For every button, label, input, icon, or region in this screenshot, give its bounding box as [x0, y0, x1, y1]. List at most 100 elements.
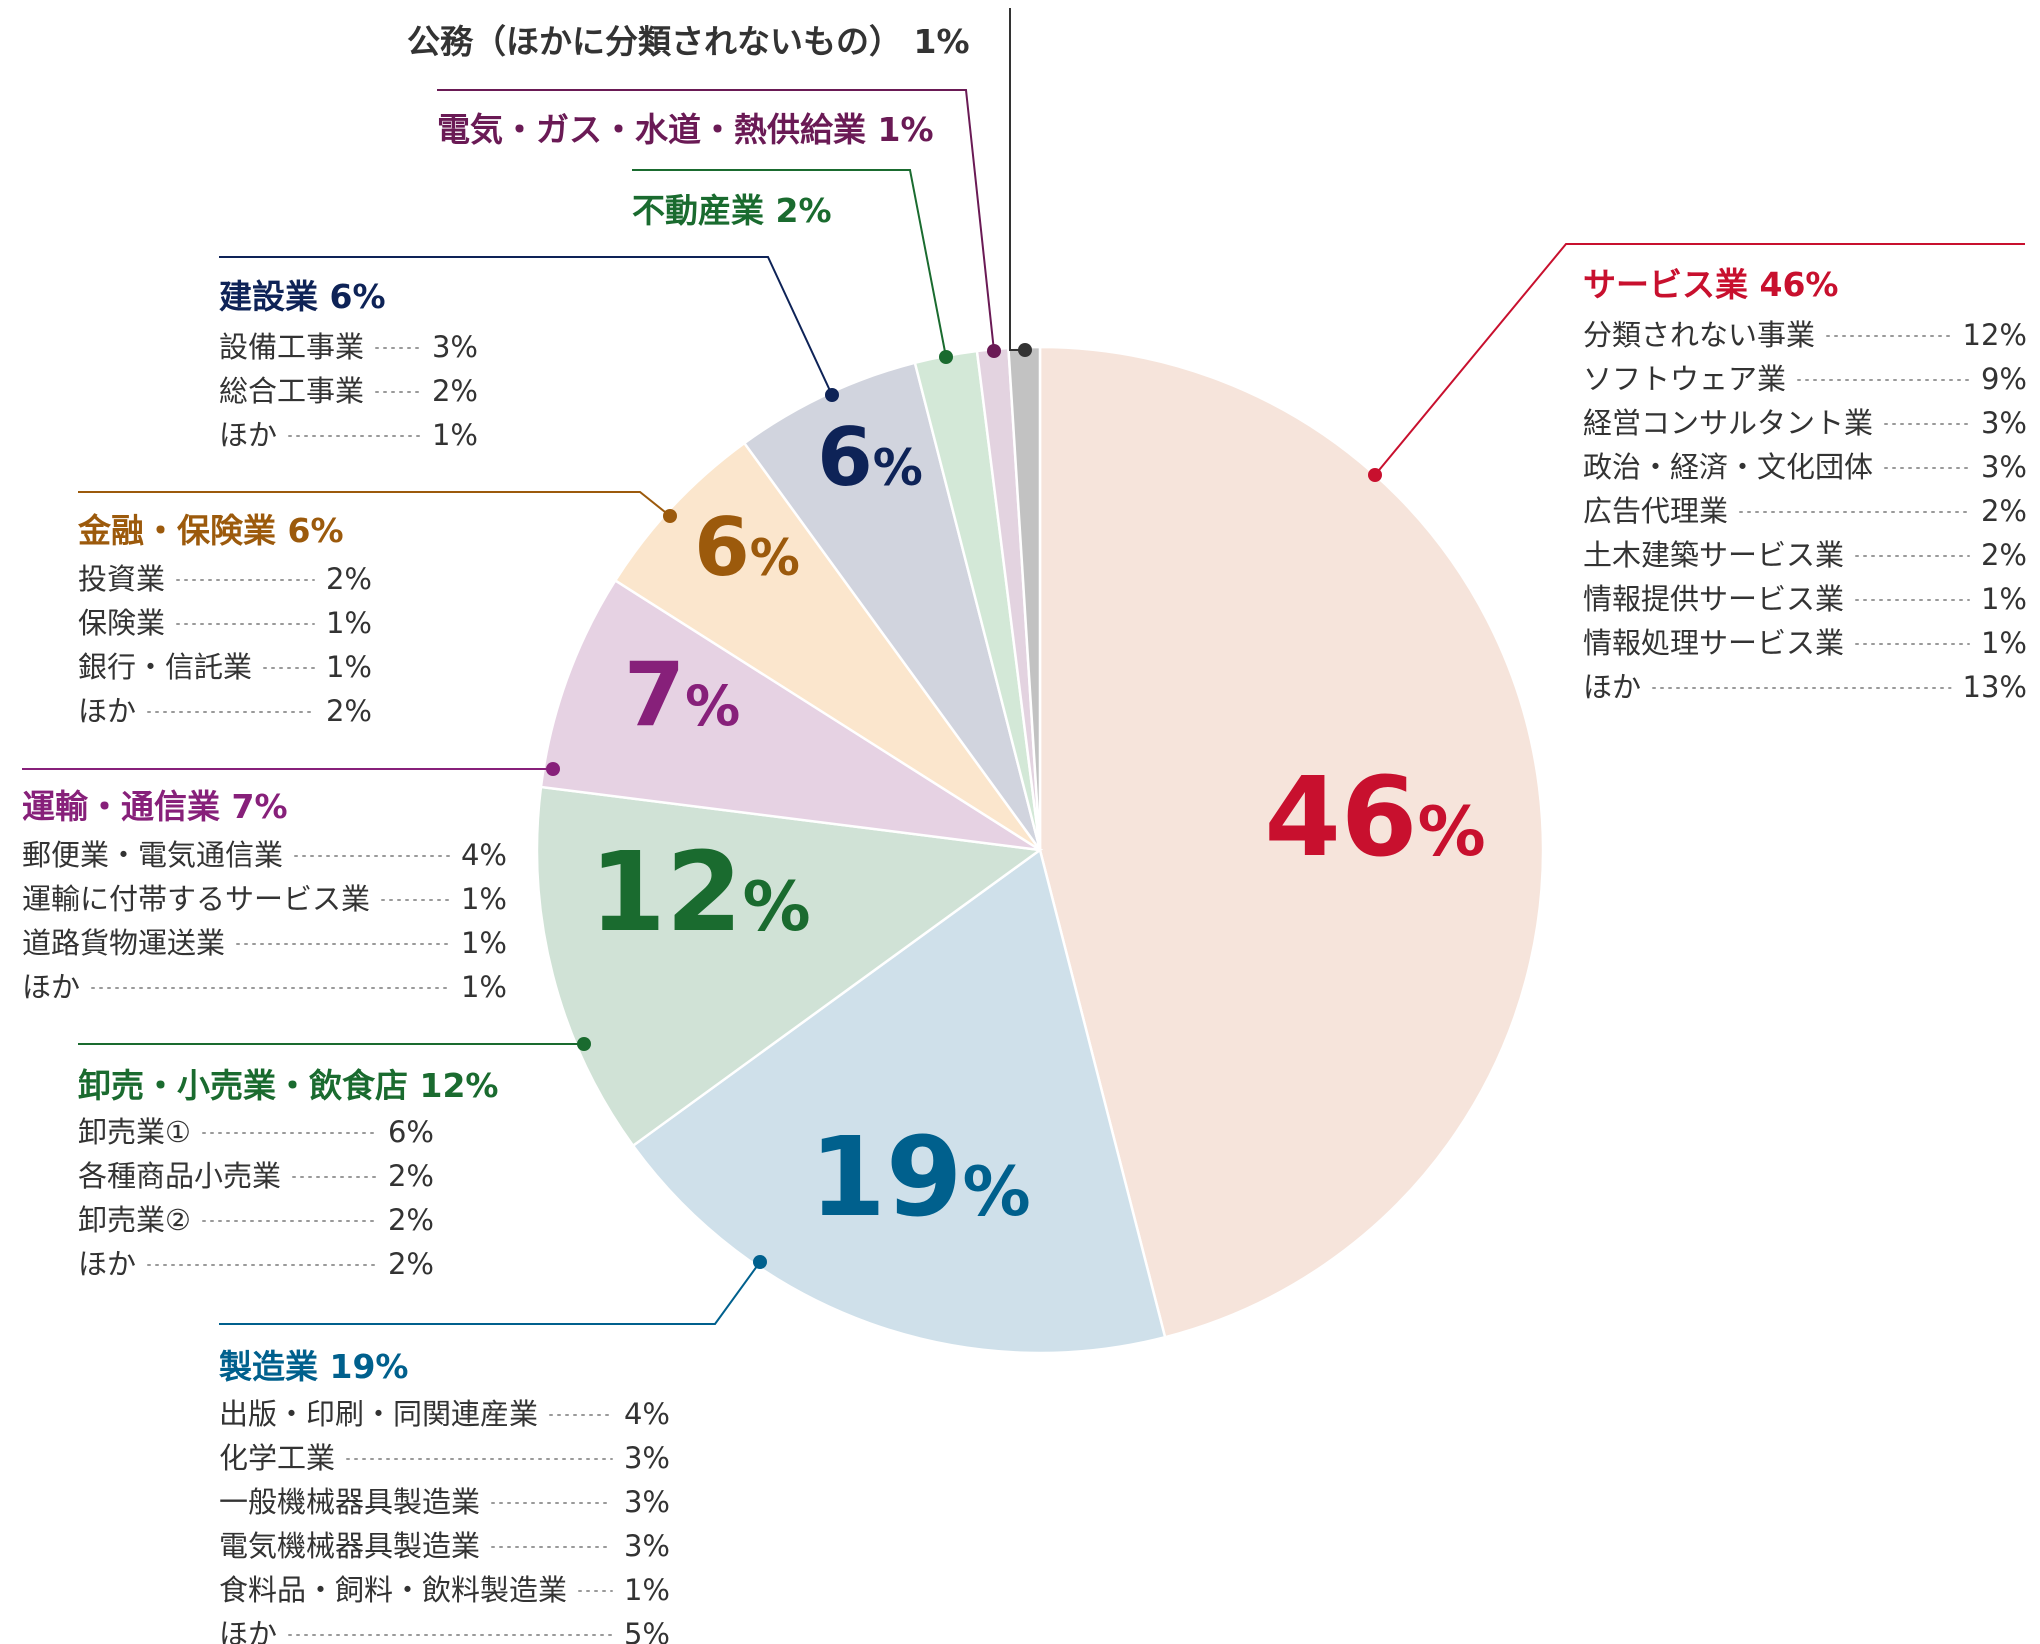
breakdown-item-name: 情報提供サービス業 [1583, 582, 1844, 616]
leader-line-finance [78, 491, 671, 517]
category-title-construction: 建設業 6% [219, 277, 386, 316]
leader-line-manufacturing [219, 1261, 761, 1325]
leader-line-realestate [632, 169, 947, 358]
breakdown-item-name: 出版・印刷・同関連産業 [219, 1397, 538, 1431]
leader-line-public [1009, 8, 1025, 351]
breakdown-item-name: 広告代理業 [1583, 494, 1728, 528]
breakdown-item-name: 化学工業 [219, 1441, 335, 1475]
breakdown-item-value: 6% [388, 1115, 434, 1149]
breakdown-item-value: 1% [326, 650, 372, 684]
leader-line-utilities [437, 89, 995, 352]
slice-label-service: 46% [1264, 753, 1485, 881]
breakdown-item-name: 卸売業② [78, 1203, 191, 1237]
breakdown-item-value: 1% [461, 882, 507, 916]
category-title-finance: 金融・保険業 6% [77, 511, 344, 550]
breakdown-list-manufacturing: 出版・印刷・同関連産業 4% 化学工業 3% 一般機械器具製造業 3% 電気機械器具製造業 3… [219, 1397, 670, 1644]
breakdown-item-value: 12% [1963, 318, 2027, 352]
leader-dot-manufacturing [753, 1255, 767, 1269]
breakdown-list-service: 分類されない事業 12% ソフトウェア業 9% 経営コンサルタント業 3% 政治・経済・文化… [1583, 318, 2027, 704]
pie-slice-finance [613, 441, 1042, 852]
breakdown-list-construction: 設備工事業 3% 総合工事業 2% ほか 1% [219, 330, 478, 452]
breakdown-item-name: ほか [78, 694, 136, 728]
breakdown-item-value: 2% [432, 374, 478, 408]
breakdown-item-value: 4% [624, 1397, 670, 1431]
breakdown-item-name: 設備工事業 [219, 330, 364, 364]
breakdown-item-value: 3% [432, 330, 478, 364]
leader-line-service [1374, 243, 2025, 476]
breakdown-item-name: 情報処理サービス業 [1583, 626, 1844, 660]
breakdown-item-value: 3% [624, 1529, 670, 1563]
leader-line-construction [219, 256, 833, 396]
leader-dot-public [1018, 343, 1032, 357]
breakdown-item-name: 運輸に付帯するサービス業 [22, 882, 370, 916]
slice-label-wholesale: 12% [589, 828, 810, 956]
breakdown-item-name: ほか [219, 418, 277, 452]
leader-dot-construction [825, 388, 839, 402]
breakdown-item-value: 2% [388, 1203, 434, 1237]
breakdown-item-name: 投資業 [78, 562, 165, 596]
breakdown-item-value: 2% [326, 562, 372, 596]
breakdown-item-name: 卸売業① [78, 1115, 191, 1149]
breakdown-item-name: 分類されない事業 [1583, 318, 1815, 352]
breakdown-item-value: 9% [1981, 362, 2027, 396]
pie-slice-service [1038, 345, 1545, 1339]
breakdown-item-name: ほか [219, 1617, 277, 1644]
breakdown-item-name: 土木建築サービス業 [1583, 538, 1844, 572]
breakdown-item-name: 政治・経済・文化団体 [1583, 450, 1873, 484]
breakdown-item-value: 4% [461, 838, 507, 872]
breakdown-item-name: ほか [78, 1247, 136, 1281]
slice-label-finance: 6% [694, 501, 800, 594]
breakdown-item-value: 1% [461, 926, 507, 960]
breakdown-item-name: 保険業 [78, 606, 165, 640]
slice-label-transport: 7% [624, 643, 740, 746]
pie-slice-transport [539, 578, 1041, 852]
breakdown-list-wholesale: 卸売業① 6% 各種商品小売業 2% 卸売業② 2% ほか 2% [78, 1115, 434, 1281]
breakdown-item-name: ソフトウェア業 [1583, 362, 1786, 396]
leader-dot-realestate [939, 350, 953, 364]
leader-dot-utilities [987, 344, 1001, 358]
breakdown-item-name: 道路貨物運送業 [22, 926, 225, 960]
breakdown-item-name: 銀行・信託業 [78, 650, 252, 684]
breakdown-list-finance: 投資業 2% 保険業 1% 銀行・信託業 1% ほか 2% [78, 562, 372, 728]
category-title-service: サービス業 46% [1583, 265, 1838, 304]
category-title-utilities: 電気・ガス・水道・熱供給業 1% [437, 110, 934, 149]
breakdown-item-name: 経営コンサルタント業 [1583, 406, 1873, 440]
leader-dot-service [1368, 468, 1382, 482]
pie-slices [535, 345, 1545, 1355]
pie-slice-manufacturing [631, 847, 1167, 1355]
breakdown-item-value: 5% [624, 1617, 670, 1644]
breakdown-item-name: 各種商品小売業 [78, 1159, 281, 1193]
breakdown-item-name: 郵便業・電気通信業 [22, 838, 283, 872]
breakdown-item-value: 1% [1981, 582, 2027, 616]
breakdown-item-value: 2% [388, 1247, 434, 1281]
breakdown-item-name: 電気機械器具製造業 [219, 1529, 480, 1563]
breakdown-item-name: 総合工事業 [219, 374, 364, 408]
leader-dot-wholesale [577, 1037, 591, 1051]
category-title-manufacturing: 製造業 19% [219, 1347, 408, 1386]
breakdown-item-value: 3% [624, 1485, 670, 1519]
breakdown-item-value: 3% [1981, 450, 2027, 484]
slice-label-manufacturing: 19% [809, 1113, 1030, 1241]
category-title-wholesale: 卸売・小売業・飲食店 12% [78, 1066, 498, 1105]
breakdown-item-value: 13% [1963, 670, 2027, 704]
breakdown-item-value: 2% [1981, 494, 2027, 528]
breakdown-item-value: 3% [1981, 406, 2027, 440]
leader-dot-transport [546, 762, 560, 776]
category-title-transport: 運輸・通信業 7% [22, 787, 288, 826]
breakdown-item-value: 2% [388, 1159, 434, 1193]
category-title-public: 公務（ほかに分類されないもの） 1% [407, 22, 970, 61]
pie-slice-wholesale [535, 785, 1044, 1148]
breakdown-item-name: ほか [22, 970, 80, 1004]
breakdown-item-value: 1% [326, 606, 372, 640]
breakdown-item-value: 1% [432, 418, 478, 452]
breakdown-item-name: 一般機械器具製造業 [219, 1485, 480, 1519]
breakdown-item-value: 1% [1981, 626, 2027, 660]
leader-dot-finance [663, 509, 677, 523]
breakdown-item-value: 2% [1981, 538, 2027, 572]
breakdown-item-name: 食料品・飼料・飲料製造業 [219, 1573, 567, 1607]
breakdown-item-name: ほか [1583, 670, 1641, 704]
breakdown-item-value: 1% [461, 970, 507, 1004]
breakdown-item-value: 1% [624, 1573, 670, 1607]
breakdown-list-transport: 郵便業・電気通信業 4% 運輸に付帯するサービス業 1% 道路貨物運送業 1% ほか 1% [22, 838, 507, 1004]
